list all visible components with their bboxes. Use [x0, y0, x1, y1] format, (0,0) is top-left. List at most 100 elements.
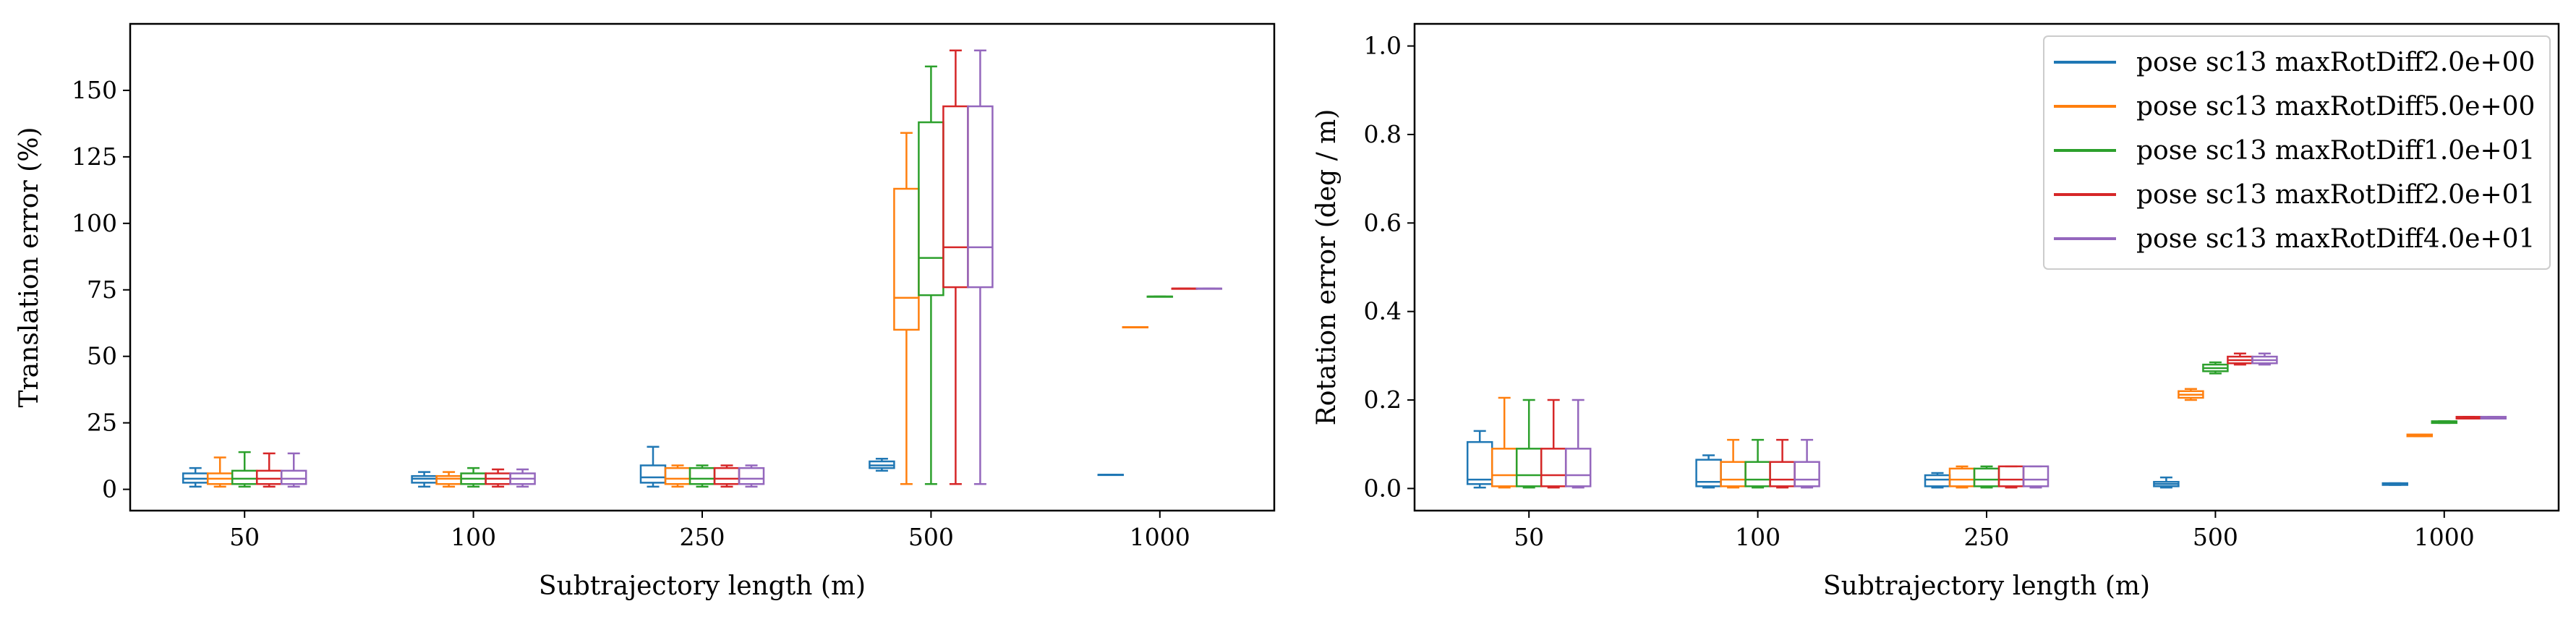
box-body: [280, 469, 307, 485]
y-tick-label: 0.4: [1364, 297, 1402, 325]
box-body: [1997, 465, 2025, 487]
x-tick-label: 250: [1964, 523, 2010, 551]
box-3-3: [2227, 352, 2253, 366]
box-body: [435, 474, 462, 485]
y-axis-label: Rotation error (deg / m): [1312, 109, 1342, 426]
y-tick-label: 1.0: [1364, 32, 1402, 60]
legend-label: pose sc13 maxRotDiff5.0e+00: [2136, 92, 2535, 122]
box-4-3: [967, 49, 994, 485]
y-tick-label: 0.6: [1364, 208, 1402, 237]
y-tick-label: 150: [72, 76, 117, 104]
box-1-3: [893, 132, 920, 485]
y-tick-label: 75: [87, 276, 117, 304]
box-2-4: [2431, 420, 2458, 425]
translation-error-panel: 0 25 50 75 100 125 150 50 100 250 500 1000 Subtrajec…: [14, 22, 1276, 601]
box-body: [1490, 448, 1518, 487]
box-2-0: [231, 451, 258, 488]
box-2-0: [1515, 399, 1543, 489]
box-1-4: [1122, 325, 1149, 328]
box-body: [738, 466, 765, 485]
x-tick-label: 250: [680, 523, 725, 551]
box-3-2: [713, 464, 741, 488]
box-0-3: [2153, 476, 2180, 489]
box-body: [1924, 474, 1951, 487]
x-tick-label: 1000: [2414, 523, 2475, 551]
legend-label: pose sc13 maxRotDiff2.0e+00: [2136, 48, 2535, 77]
box-2-2: [688, 464, 716, 488]
box-3-1: [1769, 438, 1796, 489]
box-0-3: [869, 458, 895, 472]
y-tick-label: 0: [102, 475, 117, 503]
box-body: [255, 469, 283, 485]
legend-label: pose sc13 maxRotDiff1.0e+01: [2136, 136, 2535, 166]
box-4-0: [1564, 399, 1592, 489]
box-1-2: [664, 464, 691, 488]
box-body: [893, 187, 920, 331]
y-tick-label: 50: [87, 342, 117, 370]
y-tick-label: 0.2: [1364, 385, 1402, 414]
y-tick-label: 0.0: [1364, 474, 1402, 502]
legend-frame: [2043, 35, 2551, 270]
x-axis-label: Subtrajectory length (m): [539, 571, 866, 601]
box-body: [1466, 440, 1493, 485]
box-0-2: [1924, 472, 1951, 489]
x-tick-label: 500: [2193, 523, 2238, 551]
box-body: [1948, 467, 1976, 487]
box-2-1: [460, 466, 487, 488]
box-body: [1540, 448, 1567, 487]
x-tick-label: 500: [908, 523, 954, 551]
box-3-0: [255, 452, 283, 488]
box-body: [942, 105, 969, 289]
box-body: [1973, 467, 2000, 487]
box-2-1: [1744, 438, 1771, 489]
box-4-0: [280, 452, 307, 488]
box-1-4: [2406, 433, 2434, 438]
x-tick-label: 1000: [1130, 523, 1190, 551]
box-body: [1720, 461, 1747, 487]
x-tick-label: 100: [451, 523, 496, 551]
box-body: [1794, 461, 1820, 487]
box-body: [231, 469, 258, 485]
box-0-0: [182, 466, 209, 488]
box-4-3: [2251, 352, 2278, 366]
box-0-4: [1097, 474, 1125, 477]
box-0-1: [1695, 454, 1722, 489]
box-2-3: [918, 65, 944, 485]
box-body: [1515, 448, 1543, 487]
y-tick-label: 100: [72, 209, 117, 237]
box-3-0: [1540, 399, 1567, 489]
legend-label: pose sc13 maxRotDiff4.0e+01: [2136, 224, 2535, 254]
y-tick-label: 0.8: [1364, 120, 1402, 148]
box-body: [688, 466, 716, 485]
box-body: [1744, 461, 1771, 487]
x-axis-label: Subtrajectory length (m): [1823, 571, 2150, 601]
box-body: [967, 105, 994, 289]
box-0-1: [411, 471, 438, 488]
box-4-1: [1794, 438, 1820, 489]
x-tick-label: 50: [229, 523, 260, 551]
box-4-2: [2022, 465, 2050, 489]
legend-label: pose sc13 maxRotDiff2.0e+01: [2136, 180, 2535, 210]
box-2-3: [2202, 361, 2229, 375]
box-1-0: [1490, 396, 1518, 489]
box-1-0: [206, 456, 234, 488]
box-body: [918, 121, 944, 297]
plot-frame: [129, 22, 1276, 512]
box-4-2: [738, 464, 765, 488]
box-4-4: [2480, 416, 2507, 419]
box-body: [1769, 461, 1796, 487]
box-3-3: [942, 49, 969, 485]
box-3-2: [1997, 465, 2025, 489]
x-tick-label: 50: [1514, 523, 1544, 551]
box-4-1: [509, 468, 536, 488]
box-2-2: [1973, 465, 2000, 489]
box-1-3: [2178, 388, 2204, 401]
legend: pose sc13 maxRotDiff2.0e+00 pose sc13 max…: [2043, 35, 2551, 270]
x-tick-label: 100: [1735, 523, 1780, 551]
box-1-2: [1948, 465, 1976, 489]
box-1-1: [435, 471, 462, 488]
y-tick-label: 25: [87, 409, 117, 437]
box-3-1: [485, 468, 511, 488]
box-0-4: [2381, 482, 2409, 486]
y-axis-label: Translation error (%): [14, 127, 44, 408]
